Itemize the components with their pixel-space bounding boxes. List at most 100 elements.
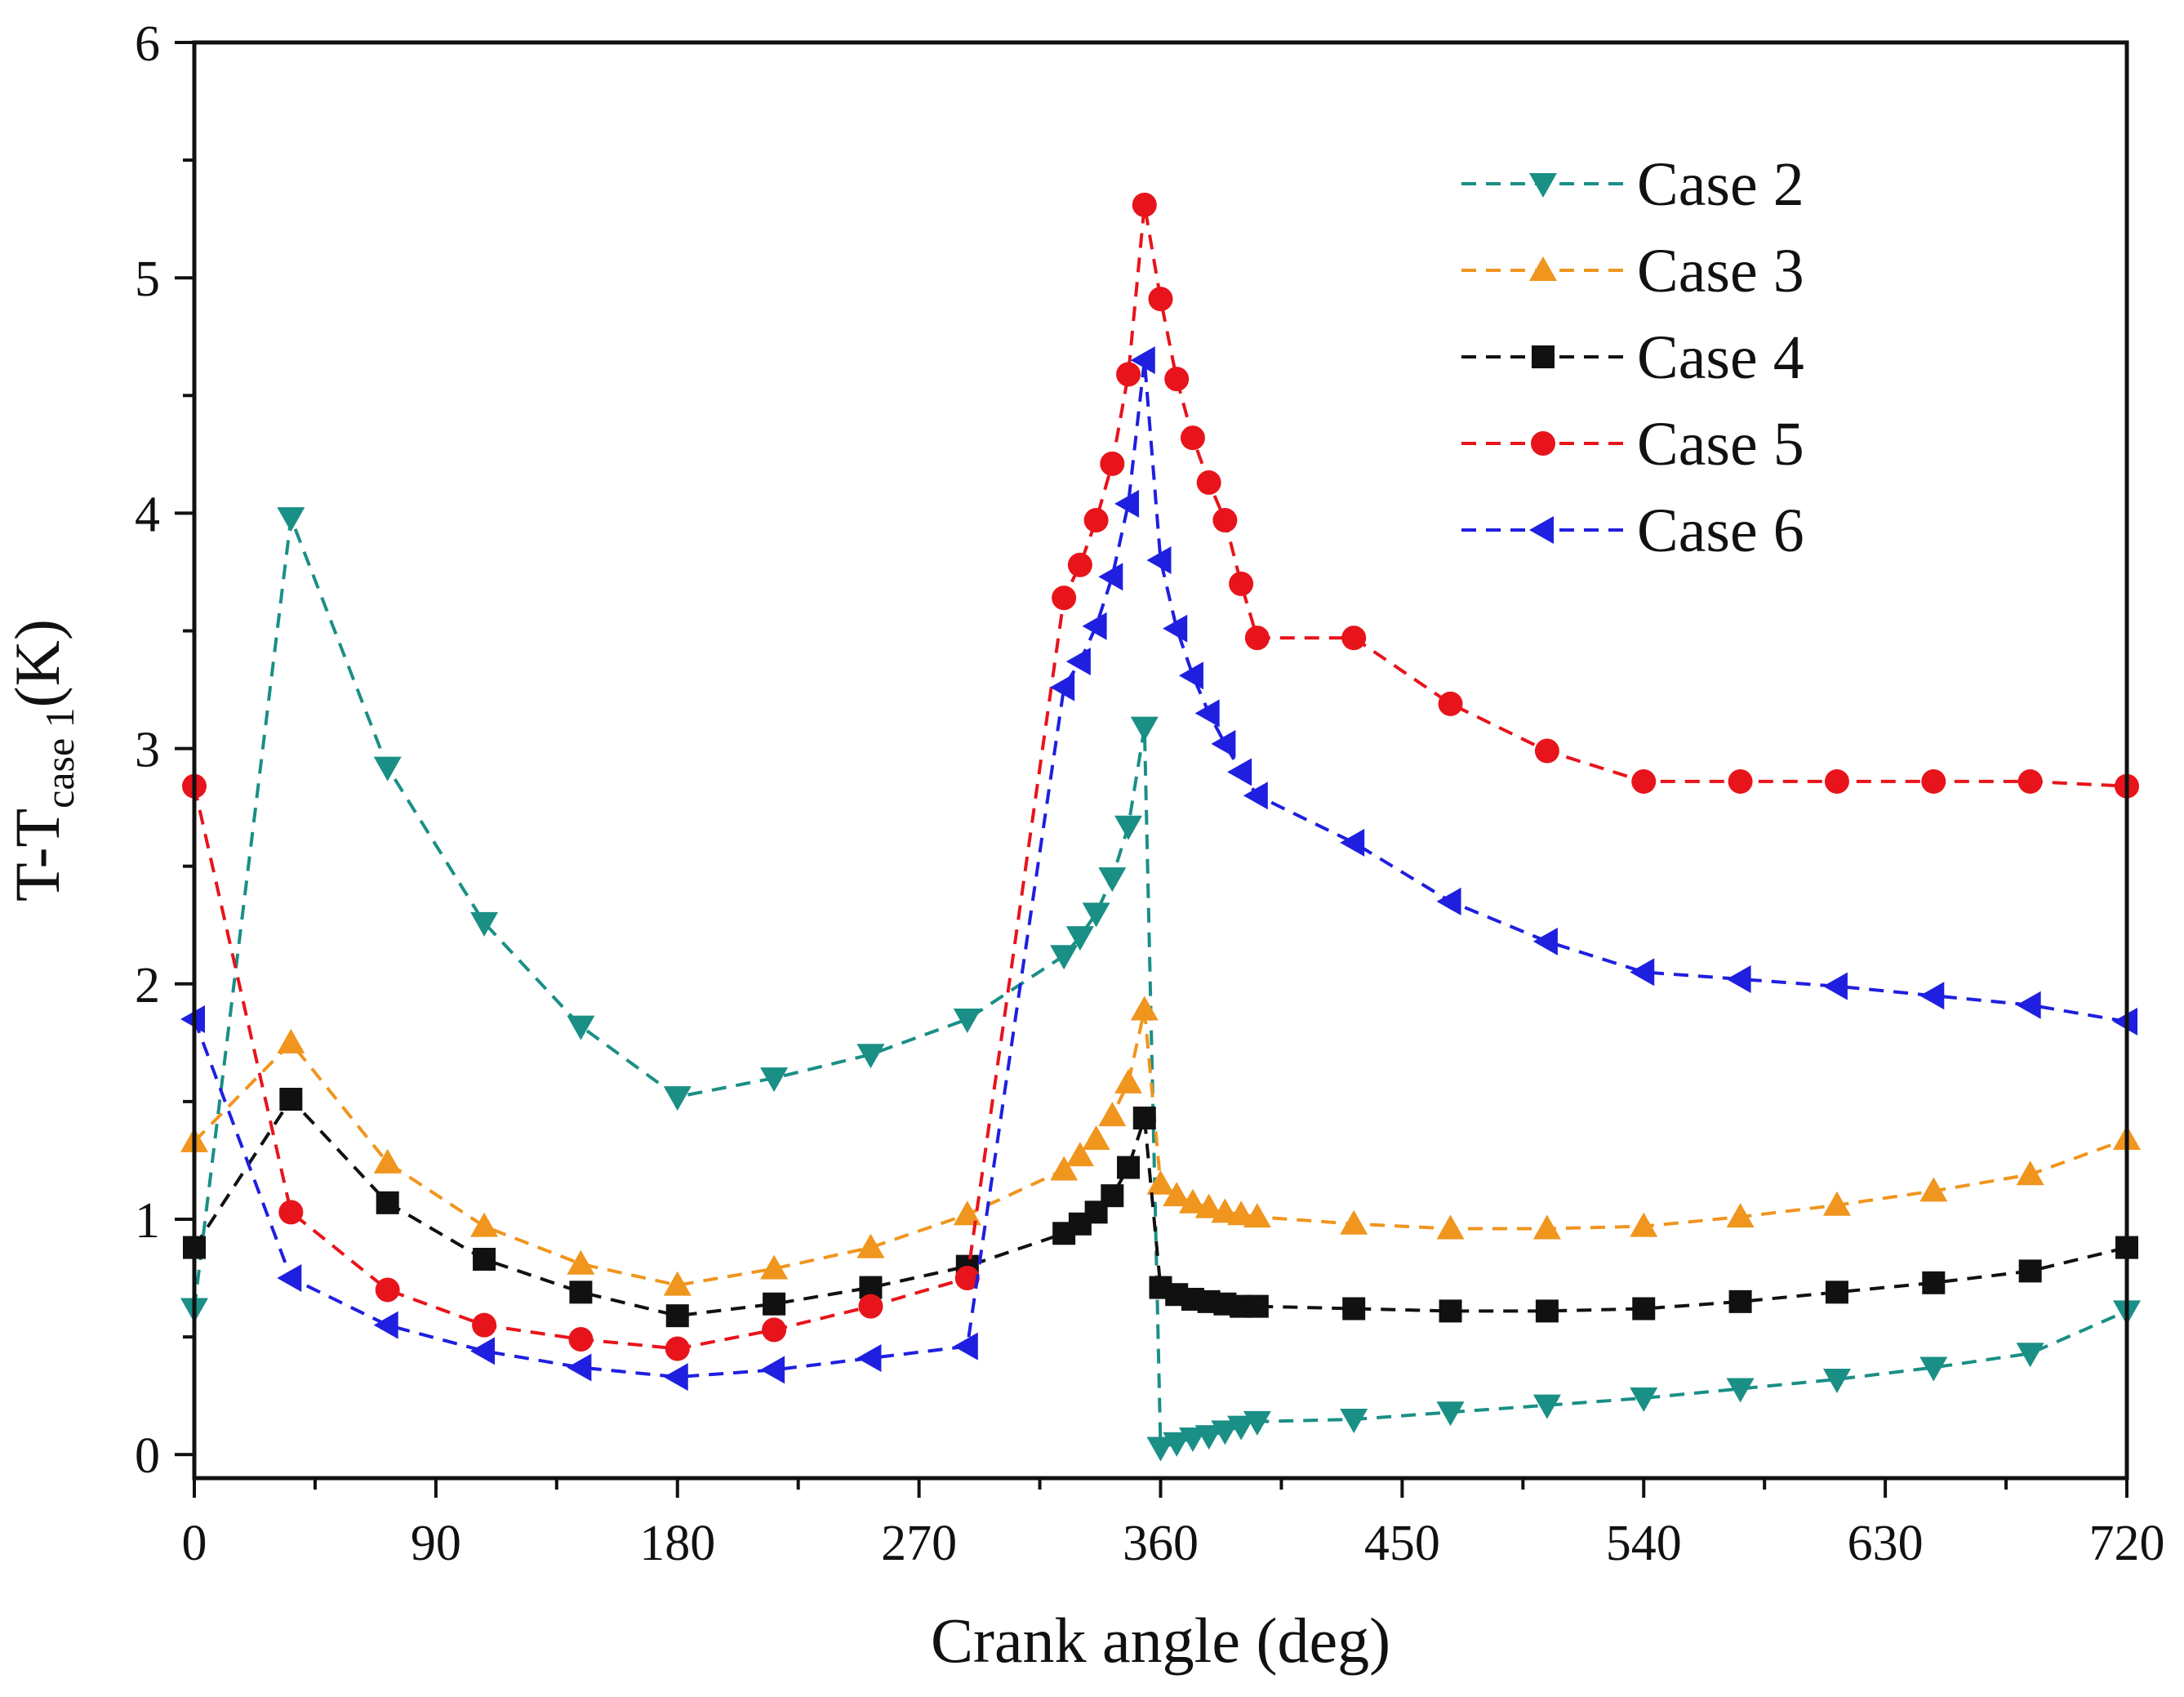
data-point [1919,1356,1948,1382]
data-point [1101,1184,1124,1208]
data-point [1726,965,1751,994]
data-point [1227,1415,1256,1441]
legend-label: Case 2 [1637,150,1804,219]
y-tick-label: 4 [135,487,160,542]
data-point [1438,691,1463,716]
data-point [760,1067,789,1093]
data-point [470,1212,499,1237]
data-point [1212,508,1238,533]
data-point [1148,287,1173,312]
data-point [2016,1343,2044,1368]
data-point [2016,991,2041,1019]
data-point [1178,661,1203,690]
data-point [1194,1193,1223,1218]
data-point [1631,768,1657,794]
data-point [665,1336,690,1361]
data-point [1824,768,1849,794]
legend-marker [1532,345,1555,368]
data-point [1050,1156,1079,1181]
data-point [1211,729,1236,758]
data-point [1178,1188,1207,1214]
data-point [1082,612,1107,640]
data-point [1534,738,1559,764]
data-point [1117,1156,1141,1179]
data-point [1532,927,1558,955]
data-point [277,507,305,532]
data-point [1065,647,1091,675]
data-point [1114,489,1140,518]
data-point [1630,958,1655,987]
y-axis-title-subscript: case 1 [37,707,82,808]
data-point [1532,1214,1561,1240]
data-point [277,1264,302,1293]
data-point [567,1015,595,1040]
legend-label: Case 3 [1637,237,1804,305]
data-point [1098,867,1127,893]
data-point [1180,425,1205,451]
data-point [1146,1436,1175,1462]
data-point [1532,1394,1561,1419]
data-point [375,1277,400,1303]
data-point [1243,1203,1271,1228]
data-point [1065,926,1094,951]
data-point [1922,1271,1946,1294]
data-point [376,1191,399,1214]
data-point [1130,716,1159,742]
series-case-4 [183,1088,2138,1328]
x-tick-label: 270 [881,1516,957,1571]
data-point [1163,614,1188,643]
data-point [1243,1410,1271,1436]
data-point [567,1353,592,1382]
x-tick-label: 450 [1364,1516,1440,1571]
x-tick-label: 540 [1606,1516,1682,1571]
data-point [1229,571,1254,596]
series-case-2 [180,507,2141,1462]
data-point [856,1233,885,1258]
data-point [1163,1432,1191,1457]
y-tick-label: 1 [135,1193,160,1249]
data-point [1822,1368,1851,1393]
data-point [1114,815,1143,840]
data-point [1436,887,1461,915]
data-point [373,756,402,782]
y-axis: 0 1 2 3 4 5 6 [135,16,194,1484]
legend: Case 2 Case 3 Case 4 Case 5 Case 6 [1461,150,1804,565]
legend-label: Case 5 [1637,410,1804,479]
data-point [762,1317,787,1343]
data-point [2017,768,2043,794]
data-point [1050,945,1079,970]
data-point [1146,546,1172,575]
x-axis: 0 90 180 270 360 450 540 630 720 [182,1478,2165,1571]
data-point [1132,192,1157,217]
data-point [1052,586,1077,611]
series-case-6 [180,346,2137,1392]
x-axis-title: Crank angle (deg) [931,1605,1390,1676]
data-point [663,1271,692,1296]
data-point [472,1312,497,1338]
data-point [1100,451,1125,476]
data-point [1244,626,1270,651]
data-point [1825,1281,1848,1304]
data-point [1194,1425,1223,1450]
data-point [1436,1214,1465,1240]
y-tick-label: 2 [135,958,160,1013]
data-point [373,1148,402,1174]
data-point [1098,1102,1127,1127]
series-case-3 [180,995,2141,1296]
data-point [1146,1169,1175,1195]
data-point [1227,1200,1256,1226]
data-point [1116,362,1141,387]
data-point [665,1304,689,1328]
data-point [1919,982,1945,1010]
data-point [279,1088,303,1111]
y-tick-label: 5 [135,252,160,307]
data-point [1630,1387,1658,1413]
data-point [1728,768,1753,794]
data-point [760,1254,789,1280]
data-point [277,1028,305,1053]
data-point [1439,1299,1462,1323]
data-point [1227,758,1252,786]
data-point [1130,995,1159,1021]
